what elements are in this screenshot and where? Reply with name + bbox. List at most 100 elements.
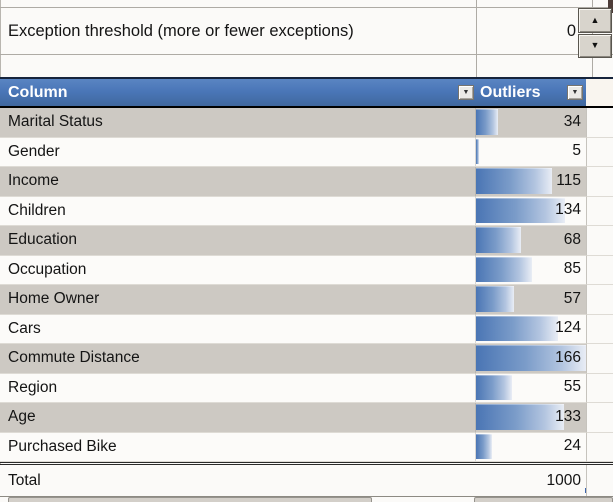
threshold-label-cell[interactable]: Exception threshold (more or fewer excep… [8, 22, 354, 40]
row-value-cell[interactable]: 124 [476, 314, 586, 344]
row-label-cell[interactable]: Purchased Bike [0, 432, 476, 462]
row-value-cell[interactable]: 68 [476, 226, 586, 256]
threshold-value-cell[interactable]: 0 [566, 22, 576, 40]
data-bar [476, 345, 586, 371]
table-body: Marital Status 34 Gender 5 Income 115 Children… [0, 108, 613, 462]
table-row: Marital Status 34 [0, 108, 613, 138]
row-value-cell[interactable]: 55 [476, 373, 586, 403]
data-bar [476, 197, 565, 223]
row-label-cell[interactable]: Region [0, 373, 476, 403]
data-bar [476, 227, 521, 253]
row-value-cell[interactable]: 134 [476, 196, 586, 226]
gridline-row2 [0, 54, 613, 55]
row-value-cell[interactable]: 133 [476, 403, 586, 433]
grid-spacer [586, 137, 613, 167]
partial-cell-below-left [8, 497, 372, 502]
row-value: 124 [555, 319, 581, 337]
data-bar [476, 286, 514, 312]
arrow-up-icon: ▲ [590, 14, 600, 25]
table-row: Purchased Bike 24 [0, 432, 613, 462]
row-value: 115 [556, 171, 581, 189]
row-label-cell[interactable]: Children [0, 196, 476, 226]
row-label-cell[interactable]: Cars [0, 314, 476, 344]
row-value-cell[interactable]: 166 [476, 344, 586, 374]
filter-dropdown-icon: ▼ [462, 89, 470, 96]
grid-spacer [586, 196, 613, 226]
data-bar [476, 315, 559, 341]
row-label-cell[interactable]: Marital Status [0, 108, 476, 138]
table-row: Home Owner 57 [0, 285, 613, 315]
grid-spacer [586, 285, 613, 315]
gridline-col-b [476, 0, 477, 77]
row-label-cell[interactable]: Income [0, 167, 476, 197]
gridline-row1 [0, 7, 613, 8]
row-label-cell[interactable]: Commute Distance [0, 344, 476, 374]
row-value-cell[interactable]: 24 [476, 432, 586, 462]
data-bar [476, 256, 533, 282]
row-value-cell[interactable]: 85 [476, 255, 586, 285]
row-label-cell[interactable]: Gender [0, 137, 476, 167]
total-value: 1000 [546, 471, 581, 489]
row-label-cell[interactable]: Home Owner [0, 285, 476, 315]
data-bar [476, 138, 480, 164]
spinner-down-button[interactable]: ▼ [578, 33, 612, 58]
row-label-cell[interactable]: Education [0, 226, 476, 256]
row-label-cell[interactable]: Age [0, 403, 476, 433]
filter-dropdown-icon: ▼ [571, 89, 579, 96]
grid-spacer [586, 255, 613, 285]
data-bar [476, 168, 553, 194]
grid-spacer [586, 465, 613, 496]
row-value: 5 [572, 142, 581, 160]
threshold-spinner: ▲ ▼ [578, 8, 612, 58]
table-row: Income 115 [0, 167, 613, 197]
table-row: Children 134 [0, 196, 613, 226]
data-bar [476, 374, 513, 400]
row-value: 34 [563, 112, 581, 130]
row-value: 55 [563, 378, 581, 396]
grid-spacer [586, 226, 613, 256]
row-value-cell[interactable]: 34 [476, 108, 586, 138]
outliers-table: Column ▼ Outliers ▼ Marital Status 34 Gend… [0, 77, 613, 497]
row-value: 24 [563, 437, 581, 455]
grid-spacer [586, 167, 613, 197]
grid-spacer [586, 373, 613, 403]
screenshot-edge-artifact [608, 0, 613, 13]
outliers-filter-button[interactable]: ▼ [567, 85, 583, 100]
total-value-cell[interactable]: 1000 [476, 465, 590, 496]
table-row: Age 133 [0, 403, 613, 433]
row-value-cell[interactable]: 115 [476, 167, 586, 197]
column-header-label: Column [8, 83, 68, 101]
partial-cell-below-right [474, 497, 613, 502]
column-filter-button[interactable]: ▼ [458, 85, 474, 100]
arrow-down-icon: ▼ [590, 40, 600, 51]
grid-spacer [586, 432, 613, 462]
table-header-row: Column ▼ Outliers ▼ [0, 77, 613, 108]
row-label-cell[interactable]: Occupation [0, 255, 476, 285]
row-value: 57 [563, 289, 581, 307]
table-row: Commute Distance 166 [0, 344, 613, 374]
table-row: Education 68 [0, 226, 613, 256]
row-value: 166 [555, 348, 581, 366]
header-cell-outliers[interactable]: Outliers ▼ [476, 79, 586, 106]
total-row: Total 1000 [0, 462, 613, 497]
row-value: 133 [555, 407, 581, 425]
table-row: Region 55 [0, 373, 613, 403]
outliers-header-label: Outliers [480, 83, 541, 101]
table-row: Occupation 85 [0, 255, 613, 285]
grid-spacer [586, 314, 613, 344]
table-row: Gender 5 [0, 137, 613, 167]
header-cell-column[interactable]: Column ▼ [0, 79, 476, 106]
header-spacer [586, 79, 613, 106]
row-value-cell[interactable]: 5 [476, 137, 586, 167]
grid-spacer [586, 108, 613, 138]
spinner-up-button[interactable]: ▲ [578, 8, 612, 33]
data-bar [476, 109, 499, 135]
grid-spacer [586, 344, 613, 374]
data-bar [476, 404, 565, 430]
table-row: Cars 124 [0, 314, 613, 344]
grid-spacer [586, 403, 613, 433]
total-label-cell[interactable]: Total [0, 465, 476, 496]
row-value-cell[interactable]: 57 [476, 285, 586, 315]
row-value: 68 [563, 230, 581, 248]
